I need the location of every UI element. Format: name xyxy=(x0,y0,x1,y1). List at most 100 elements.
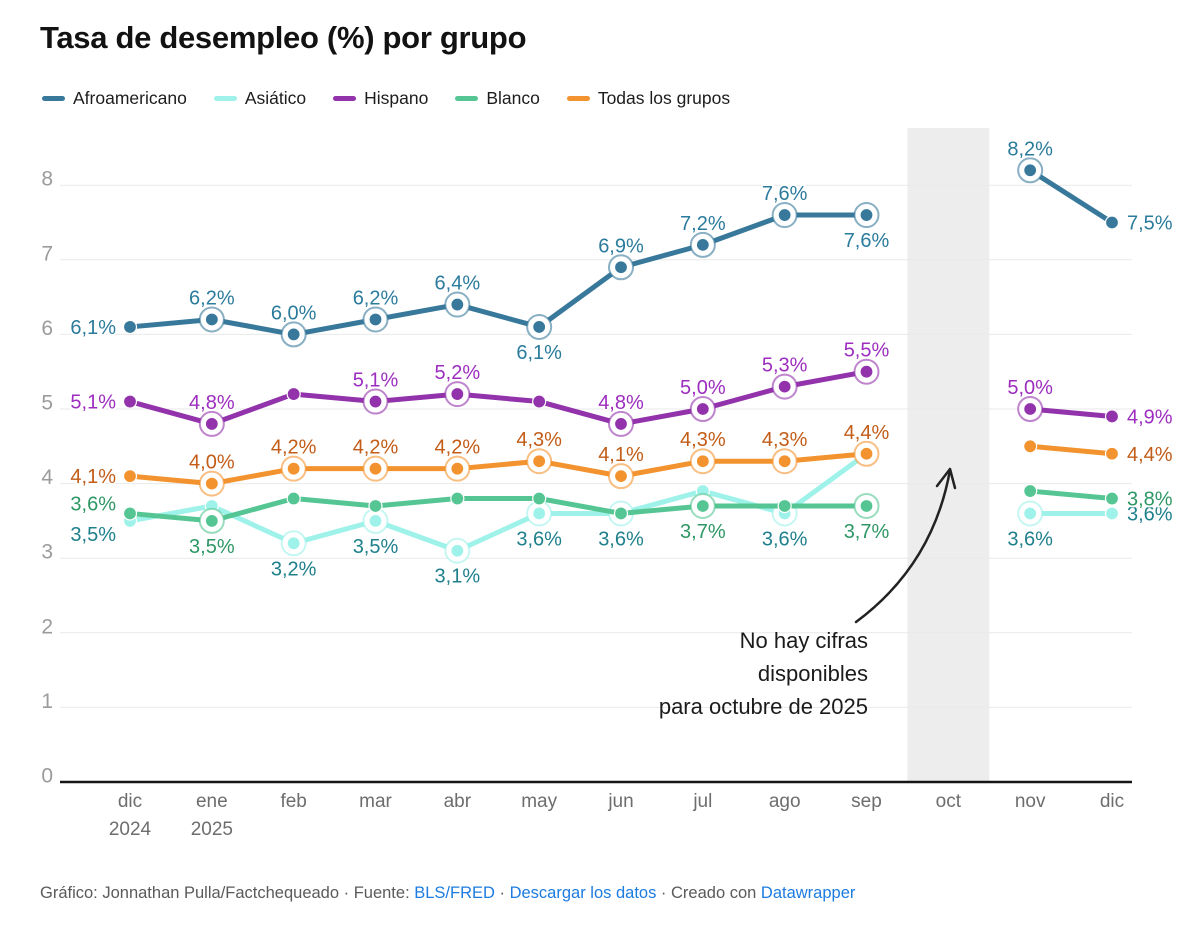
footer: Gráfico: Jonnathan Pulla/Factchequeado ·… xyxy=(40,884,855,903)
value-label-asiatico: 3,1% xyxy=(435,566,481,588)
data-point-asiatico xyxy=(532,506,547,521)
point-halo xyxy=(1018,501,1043,526)
legend-item-asiatico: Asiático xyxy=(213,88,306,109)
data-point-hispano xyxy=(777,379,792,394)
data-point-blanco xyxy=(1023,483,1038,499)
point-halo xyxy=(854,359,879,384)
point-ring xyxy=(689,492,716,519)
point-halo xyxy=(1018,158,1043,183)
data-point-todas xyxy=(204,476,219,491)
legend-label-todas: Todas los grupos xyxy=(597,88,731,108)
point-halo xyxy=(363,307,388,332)
point-ring xyxy=(607,463,634,490)
value-label-asiatico: 3,6% xyxy=(1127,503,1173,525)
series-blanco xyxy=(122,483,1120,534)
point-halo xyxy=(609,412,633,436)
data-point-blanco xyxy=(859,498,874,514)
point-halo xyxy=(690,397,715,421)
point-ring xyxy=(280,455,307,482)
point-ring xyxy=(853,202,880,229)
point-halo xyxy=(609,464,633,489)
data-point-todas xyxy=(286,461,301,476)
point-halo xyxy=(445,382,470,406)
value-labels: 6,1% 6,2% 6,0% 6,2% 6,4% 6,1% 6,9% 7,2% 7,6% 7,6%… xyxy=(68,136,1174,589)
x-tick-label: may xyxy=(521,791,557,812)
point-halo xyxy=(527,449,552,474)
point-ring xyxy=(1017,157,1044,184)
data-point-asiatico xyxy=(1104,506,1120,521)
value-label-todas: 4,3% xyxy=(516,429,562,451)
point-ring xyxy=(280,530,307,557)
data-point-blanco xyxy=(613,506,629,521)
data-point-hispano xyxy=(286,386,301,402)
data-point-hispano xyxy=(122,394,138,409)
download-data-link[interactable]: Descargar los datos xyxy=(509,884,657,902)
gridlines xyxy=(60,184,1132,784)
value-label-hispano: 5,0% xyxy=(1007,377,1053,399)
x-tick-year-label: 2024 xyxy=(109,819,152,840)
data-point-hispano xyxy=(1104,409,1120,424)
value-label-asiatico: 3,5% xyxy=(70,524,116,546)
point-ring xyxy=(689,396,716,422)
data-point-todas xyxy=(122,469,138,484)
series-hispano xyxy=(122,358,1120,437)
point-ring xyxy=(853,358,880,385)
data-point-hispano xyxy=(859,364,874,379)
legend-swatch-blanco xyxy=(455,96,479,101)
value-label-hispano: 4,8% xyxy=(189,392,235,414)
data-point-afroamericano xyxy=(204,312,219,327)
point-ring xyxy=(198,410,225,437)
annotation-line: No hay cifras xyxy=(740,628,868,653)
x-tick-label: dic xyxy=(118,791,142,812)
value-label-asiatico: 3,5% xyxy=(353,536,399,558)
datawrapper-link[interactable]: Datawrapper xyxy=(760,884,856,902)
point-halo xyxy=(199,471,224,496)
value-label-afroamericano: 7,2% xyxy=(680,213,726,235)
value-label-todas: 4,1% xyxy=(70,466,116,488)
series-todas xyxy=(122,439,1120,497)
legend-swatch-hispano xyxy=(333,96,357,101)
source-link[interactable]: BLS/FRED xyxy=(414,884,495,902)
value-label-afroamericano: 7,5% xyxy=(1127,213,1173,235)
point-ring xyxy=(444,537,471,564)
legend: Afroamericano Asiático Hispano Blanco Todas … xyxy=(42,88,730,109)
value-label-asiatico: 3,2% xyxy=(271,558,317,580)
value-label-asiatico: 3,6% xyxy=(598,528,644,550)
data-point-hispano xyxy=(368,394,383,409)
point-ring xyxy=(607,410,634,437)
point-ring xyxy=(444,455,471,482)
value-label-blanco: 3,5% xyxy=(189,536,235,558)
x-tick-year-label: 2025 xyxy=(191,819,233,840)
data-point-blanco xyxy=(204,513,219,529)
series-afroamericano xyxy=(122,157,1120,348)
data-point-hispano xyxy=(450,386,465,402)
series-line-hispano xyxy=(1027,406,1115,419)
x-tick-label: dic xyxy=(1100,791,1124,812)
data-point-todas xyxy=(859,446,874,461)
no-data-band xyxy=(907,128,990,782)
footer-sep1: · xyxy=(494,884,510,902)
data-point-todas xyxy=(1023,439,1038,454)
data-point-blanco xyxy=(1104,491,1120,506)
data-point-afroamericano xyxy=(532,319,547,335)
point-halo xyxy=(609,255,633,280)
value-label-hispano: 5,1% xyxy=(353,370,399,392)
value-label-afroamericano: 7,6% xyxy=(762,183,808,205)
y-tick-label: 2 xyxy=(41,615,53,638)
data-point-todas xyxy=(777,454,792,469)
point-ring xyxy=(853,440,880,467)
point-ring xyxy=(280,321,307,348)
chart-title: Tasa de desempleo (%) por grupo xyxy=(40,20,527,55)
value-label-todas: 4,3% xyxy=(762,429,808,451)
point-halo xyxy=(772,203,797,227)
series-line-afroamericano xyxy=(127,212,869,337)
point-halo xyxy=(199,412,224,436)
y-tick-label: 8 xyxy=(41,168,53,191)
point-ring xyxy=(362,455,389,482)
point-ring xyxy=(362,306,389,333)
value-label-afroamericano: 6,1% xyxy=(70,317,116,339)
data-point-afroamericano xyxy=(122,319,138,335)
y-tick-label: 7 xyxy=(41,242,53,265)
y-tick-label: 0 xyxy=(41,765,53,788)
